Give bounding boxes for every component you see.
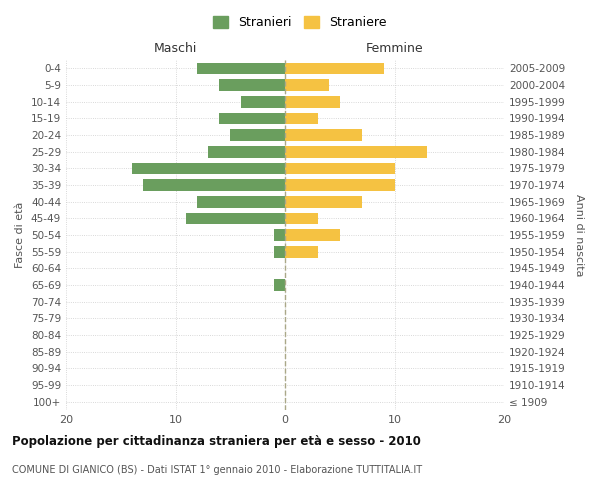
Bar: [220, 79, 285, 91]
Bar: [220, 112, 285, 124]
Bar: [143, 179, 285, 191]
Bar: [285, 146, 427, 158]
Bar: [285, 179, 395, 191]
Bar: [274, 229, 285, 241]
Bar: [197, 62, 285, 74]
Bar: [285, 162, 395, 174]
Y-axis label: Anni di nascita: Anni di nascita: [574, 194, 584, 276]
Bar: [285, 96, 340, 108]
Bar: [285, 246, 318, 258]
Y-axis label: Fasce di età: Fasce di età: [16, 202, 25, 268]
Bar: [274, 246, 285, 258]
Text: Femmine: Femmine: [365, 42, 424, 55]
Bar: [285, 62, 383, 74]
Bar: [274, 279, 285, 291]
Text: Popolazione per cittadinanza straniera per età e sesso - 2010: Popolazione per cittadinanza straniera p…: [12, 435, 421, 448]
Bar: [285, 196, 362, 207]
Bar: [187, 212, 285, 224]
Text: COMUNE DI GIANICO (BS) - Dati ISTAT 1° gennaio 2010 - Elaborazione TUTTITALIA.IT: COMUNE DI GIANICO (BS) - Dati ISTAT 1° g…: [12, 465, 422, 475]
Bar: [208, 146, 285, 158]
Bar: [197, 196, 285, 207]
Bar: [230, 129, 285, 141]
Bar: [241, 96, 285, 108]
Bar: [285, 79, 329, 91]
Bar: [285, 112, 318, 124]
Bar: [285, 212, 318, 224]
Bar: [285, 229, 340, 241]
Bar: [285, 129, 362, 141]
Bar: [131, 162, 285, 174]
Legend: Stranieri, Straniere: Stranieri, Straniere: [208, 11, 392, 34]
Text: Maschi: Maschi: [154, 42, 197, 55]
